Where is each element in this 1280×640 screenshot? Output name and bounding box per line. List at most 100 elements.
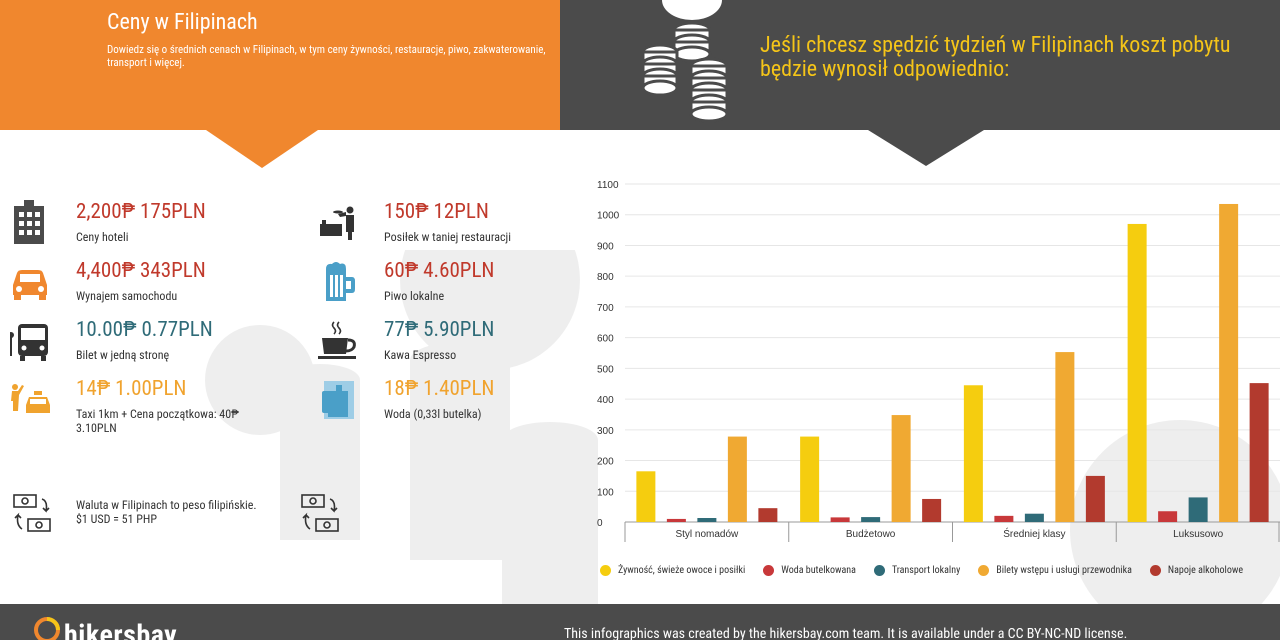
bus-ticket-price: 10.00₱ 0.77PLN bbox=[76, 318, 213, 342]
y-tick-label: 700 bbox=[597, 303, 614, 314]
y-tick-label: 500 bbox=[597, 364, 614, 375]
car-rental-price: 4,400₱ 343PLN bbox=[76, 259, 206, 283]
currency-exchange-icon-2 bbox=[301, 494, 339, 532]
header-left-pointer bbox=[206, 130, 318, 168]
bar bbox=[994, 515, 1014, 522]
coins-stack-icon bbox=[640, 0, 740, 123]
price-item-taxi: 14₱ 1.00PLN Taxi 1km + Cena początkowa: … bbox=[10, 377, 300, 437]
y-tick-label: 1000 bbox=[597, 211, 620, 222]
y-tick-label: 0 bbox=[597, 518, 603, 529]
taxi-label-line1: Taxi 1km + Cena początkowa: 40₱ bbox=[76, 407, 239, 421]
legend-swatch bbox=[763, 565, 775, 576]
beer-icon bbox=[326, 262, 355, 301]
hikersbay-logo: hikersbay bbox=[64, 618, 178, 640]
weekly-cost-chart: 0 100 200 300 400 500 600 700 800 900 1000 1100 Styl… bbox=[597, 180, 1280, 542]
y-tick-label: 1100 bbox=[597, 180, 619, 191]
bar bbox=[1127, 223, 1147, 523]
bar bbox=[1219, 203, 1239, 523]
chart-legend: Żywność, świeże owoce i posiłki Woda bute… bbox=[600, 565, 1261, 576]
coffee-label: Kawa Espresso bbox=[384, 348, 457, 362]
legend-item: Żywność, świeże owoce i posiłki bbox=[600, 565, 745, 576]
y-tick-label: 300 bbox=[597, 426, 614, 437]
weekly-cost-headline: Jeśli chcesz spędzić tydzień w Filipinac… bbox=[760, 33, 1231, 82]
legend-item: Transport lokalny bbox=[873, 565, 961, 576]
y-tick-label: 800 bbox=[597, 272, 614, 283]
y-tick-label: 100 bbox=[597, 487, 614, 498]
restaurant-meal-price: 150₱ 12PLN bbox=[384, 200, 489, 224]
bar bbox=[963, 385, 983, 522]
hotel-label: Ceny hoteli bbox=[76, 230, 129, 244]
taxi-icon bbox=[11, 384, 50, 413]
bus-icon bbox=[10, 324, 48, 361]
bar bbox=[1188, 497, 1208, 522]
bar bbox=[800, 436, 820, 522]
price-item-bus-ticket: 10.00₱ 0.77PLN Bilet w jedną stronę bbox=[10, 318, 290, 368]
price-item-water: 18₱ 1.40PLN Woda (0,33l butelka) bbox=[318, 377, 558, 427]
x-tick-label: Luksusowo bbox=[1173, 529, 1223, 540]
coffee-price: 77₱ 5.90PLN bbox=[384, 318, 495, 342]
bus-ticket-label: Bilet w jedną stronę bbox=[76, 348, 170, 362]
car-icon bbox=[13, 270, 47, 300]
water-icon bbox=[322, 381, 354, 419]
page-title: Ceny w Filipinach bbox=[107, 10, 258, 35]
footer-bar bbox=[0, 604, 1280, 640]
beer-price: 60₱ 4.60PLN bbox=[384, 259, 495, 283]
y-tick-label: 200 bbox=[597, 457, 614, 468]
bar bbox=[1158, 511, 1178, 522]
x-tick-label: Budżetowo bbox=[846, 529, 896, 540]
currency-note-line2: $1 USD = 51 PHP bbox=[76, 512, 158, 526]
legend-swatch bbox=[1149, 565, 1161, 576]
bar bbox=[830, 517, 850, 522]
taxi-label: Taxi 1km + Cena początkowa: 40₱ 3.10PLN bbox=[76, 407, 239, 435]
x-tick-label: Styl nomadów bbox=[675, 529, 739, 540]
currency-note: Waluta w Filipinach to peso filipińskie.… bbox=[76, 498, 306, 526]
header-right-pointer bbox=[868, 130, 984, 166]
bar bbox=[636, 471, 656, 522]
legend-swatch bbox=[873, 565, 885, 576]
bar bbox=[861, 517, 881, 522]
header-right-panel bbox=[560, 0, 1280, 130]
license-text: This infographics was created by the hik… bbox=[564, 626, 1128, 640]
y-tick-label: 400 bbox=[597, 395, 614, 406]
legend-label: Napoje alkoholowe bbox=[1167, 565, 1244, 576]
hotel-price: 2,200₱ 175PLN bbox=[76, 200, 206, 224]
restaurant-icon bbox=[320, 206, 354, 240]
water-price: 18₱ 1.40PLN bbox=[384, 377, 495, 401]
header-left-panel bbox=[0, 0, 560, 130]
legend-swatch bbox=[600, 565, 611, 576]
taxi-label-line2: 3.10PLN bbox=[76, 421, 117, 435]
hotel-icon bbox=[14, 200, 44, 244]
bar bbox=[922, 498, 942, 522]
watermark-coins-icon bbox=[205, 250, 598, 610]
legend-item: Woda butelkowana bbox=[763, 565, 856, 576]
legend-label: Bilety wstępu i usługi przewodnika bbox=[996, 565, 1132, 576]
legend-label: Transport lokalny bbox=[891, 565, 961, 576]
bar bbox=[1055, 352, 1075, 522]
y-tick-label: 600 bbox=[597, 334, 614, 345]
price-item-hotel: 2,200₱ 175PLN Ceny hoteli bbox=[10, 200, 290, 250]
beer-label: Piwo lokalne bbox=[384, 289, 445, 303]
bar bbox=[697, 518, 717, 522]
taxi-price: 14₱ 1.00PLN bbox=[76, 377, 187, 401]
y-tick-label: 900 bbox=[597, 241, 614, 252]
legend-item: Bilety wstępu i usługi przewodnika bbox=[978, 565, 1132, 576]
legend-label: Żywność, świeże owoce i posiłki bbox=[618, 565, 746, 576]
bar bbox=[891, 415, 911, 522]
currency-exchange-icon bbox=[13, 494, 51, 532]
bar bbox=[1085, 475, 1105, 522]
bar bbox=[1249, 383, 1269, 522]
legend-label: Woda butelkowana bbox=[781, 565, 856, 576]
price-item-coffee: 77₱ 5.90PLN Kawa Espresso bbox=[318, 318, 558, 368]
legend-swatch bbox=[978, 565, 990, 576]
hikersbay-logo-icon bbox=[34, 617, 60, 640]
x-tick-label: Średniej klasy bbox=[1003, 527, 1065, 540]
bar bbox=[1024, 513, 1044, 522]
page-description: Dowiedz się o średnich cenach w Filipina… bbox=[107, 43, 546, 69]
bar bbox=[758, 508, 778, 522]
bar bbox=[666, 518, 686, 522]
legend-item: Napoje alkoholowe bbox=[1149, 565, 1244, 576]
restaurant-meal-label: Posiłek w taniej restauracji bbox=[384, 230, 512, 244]
bar bbox=[727, 436, 747, 522]
car-rental-label: Wynajem samochodu bbox=[76, 289, 178, 303]
